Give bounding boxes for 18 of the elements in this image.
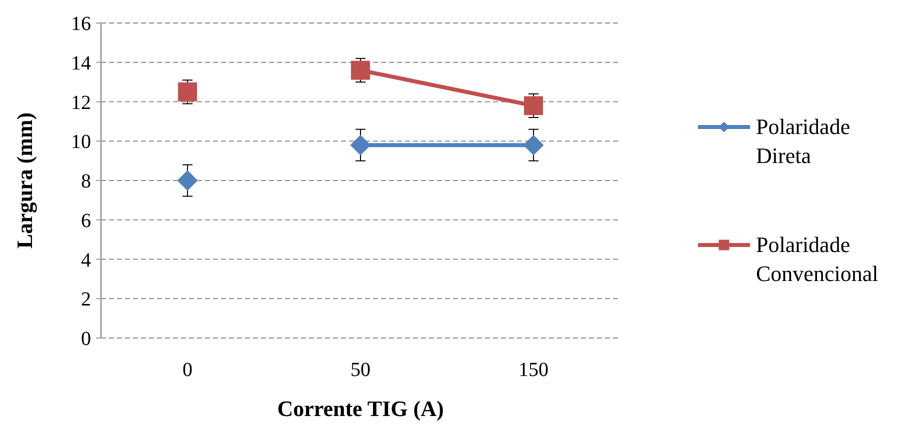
legend-label: Polaridade Direta	[756, 114, 850, 168]
y-tick-label: 14	[71, 52, 91, 74]
y-tick-label: 16	[71, 13, 91, 35]
y-tick-label: 2	[81, 288, 91, 311]
legend-label: Polaridade Convencional	[756, 232, 878, 286]
y-tick-label: 0	[81, 328, 91, 350]
y-tick-label: 4	[81, 249, 91, 272]
point	[178, 82, 197, 102]
y-tick-label: 6	[81, 210, 91, 232]
x-tick-label: 0	[182, 359, 192, 381]
y-tick-label: 10	[71, 131, 91, 154]
x-axis-title: Corrente TIG (A)	[277, 396, 444, 421]
y-tick-label: 8	[81, 170, 91, 192]
y-tick-label: 12	[71, 92, 91, 114]
x-tick-label: 150	[518, 359, 548, 381]
y-axis-title: Largura (mm)	[12, 112, 37, 249]
x-tick-label: 50	[350, 359, 370, 381]
point	[177, 170, 198, 191]
